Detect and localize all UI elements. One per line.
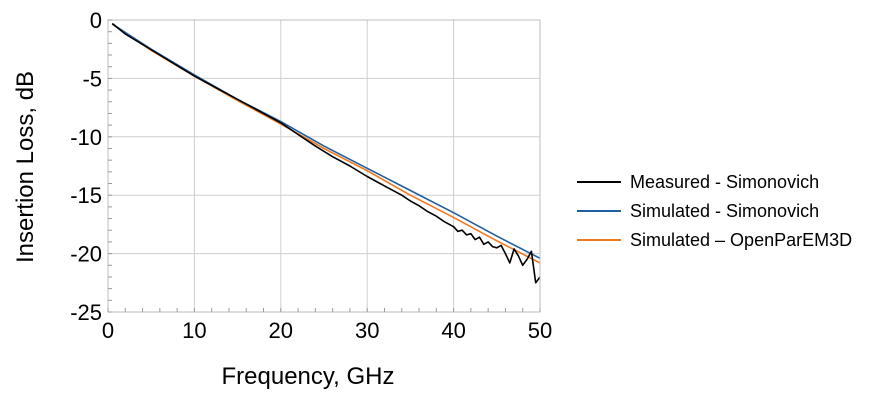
legend: Measured - Simonovich Simulated - Simonov… [577,172,852,250]
y-tick-label: -25 [70,300,102,325]
axes [107,19,541,313]
legend-label: Simulated - Simonovich [630,201,819,221]
x-tick-label: 20 [269,318,293,343]
y-tick-label: -5 [82,66,102,91]
y-tick-label: -10 [70,125,102,150]
y-axis-title: Insertion Loss, dB [12,71,39,263]
plot-frame [107,19,541,313]
series-lines [111,22,541,284]
x-axis-title: Frequency, GHz [222,363,395,390]
x-tick-label: 10 [182,318,206,343]
y-tick-label: -15 [70,183,102,208]
y-tick-label: 0 [90,8,102,33]
x-tick-label: 30 [355,318,379,343]
x-tick-label: 40 [441,318,465,343]
series-line-2 [111,23,541,260]
y-tick-label: -20 [70,242,102,267]
legend-label: Measured - Simonovich [630,172,819,192]
x-tick-label: 0 [102,318,114,343]
x-tick-label: 50 [528,318,552,343]
legend-label: Simulated – OpenParEM3D [630,230,852,250]
tick-labels: 0 10 20 30 40 50 0 -5 -10 -15 -20 -25 [70,8,552,343]
series-line-3 [111,23,541,264]
series-line-1 [111,22,541,284]
